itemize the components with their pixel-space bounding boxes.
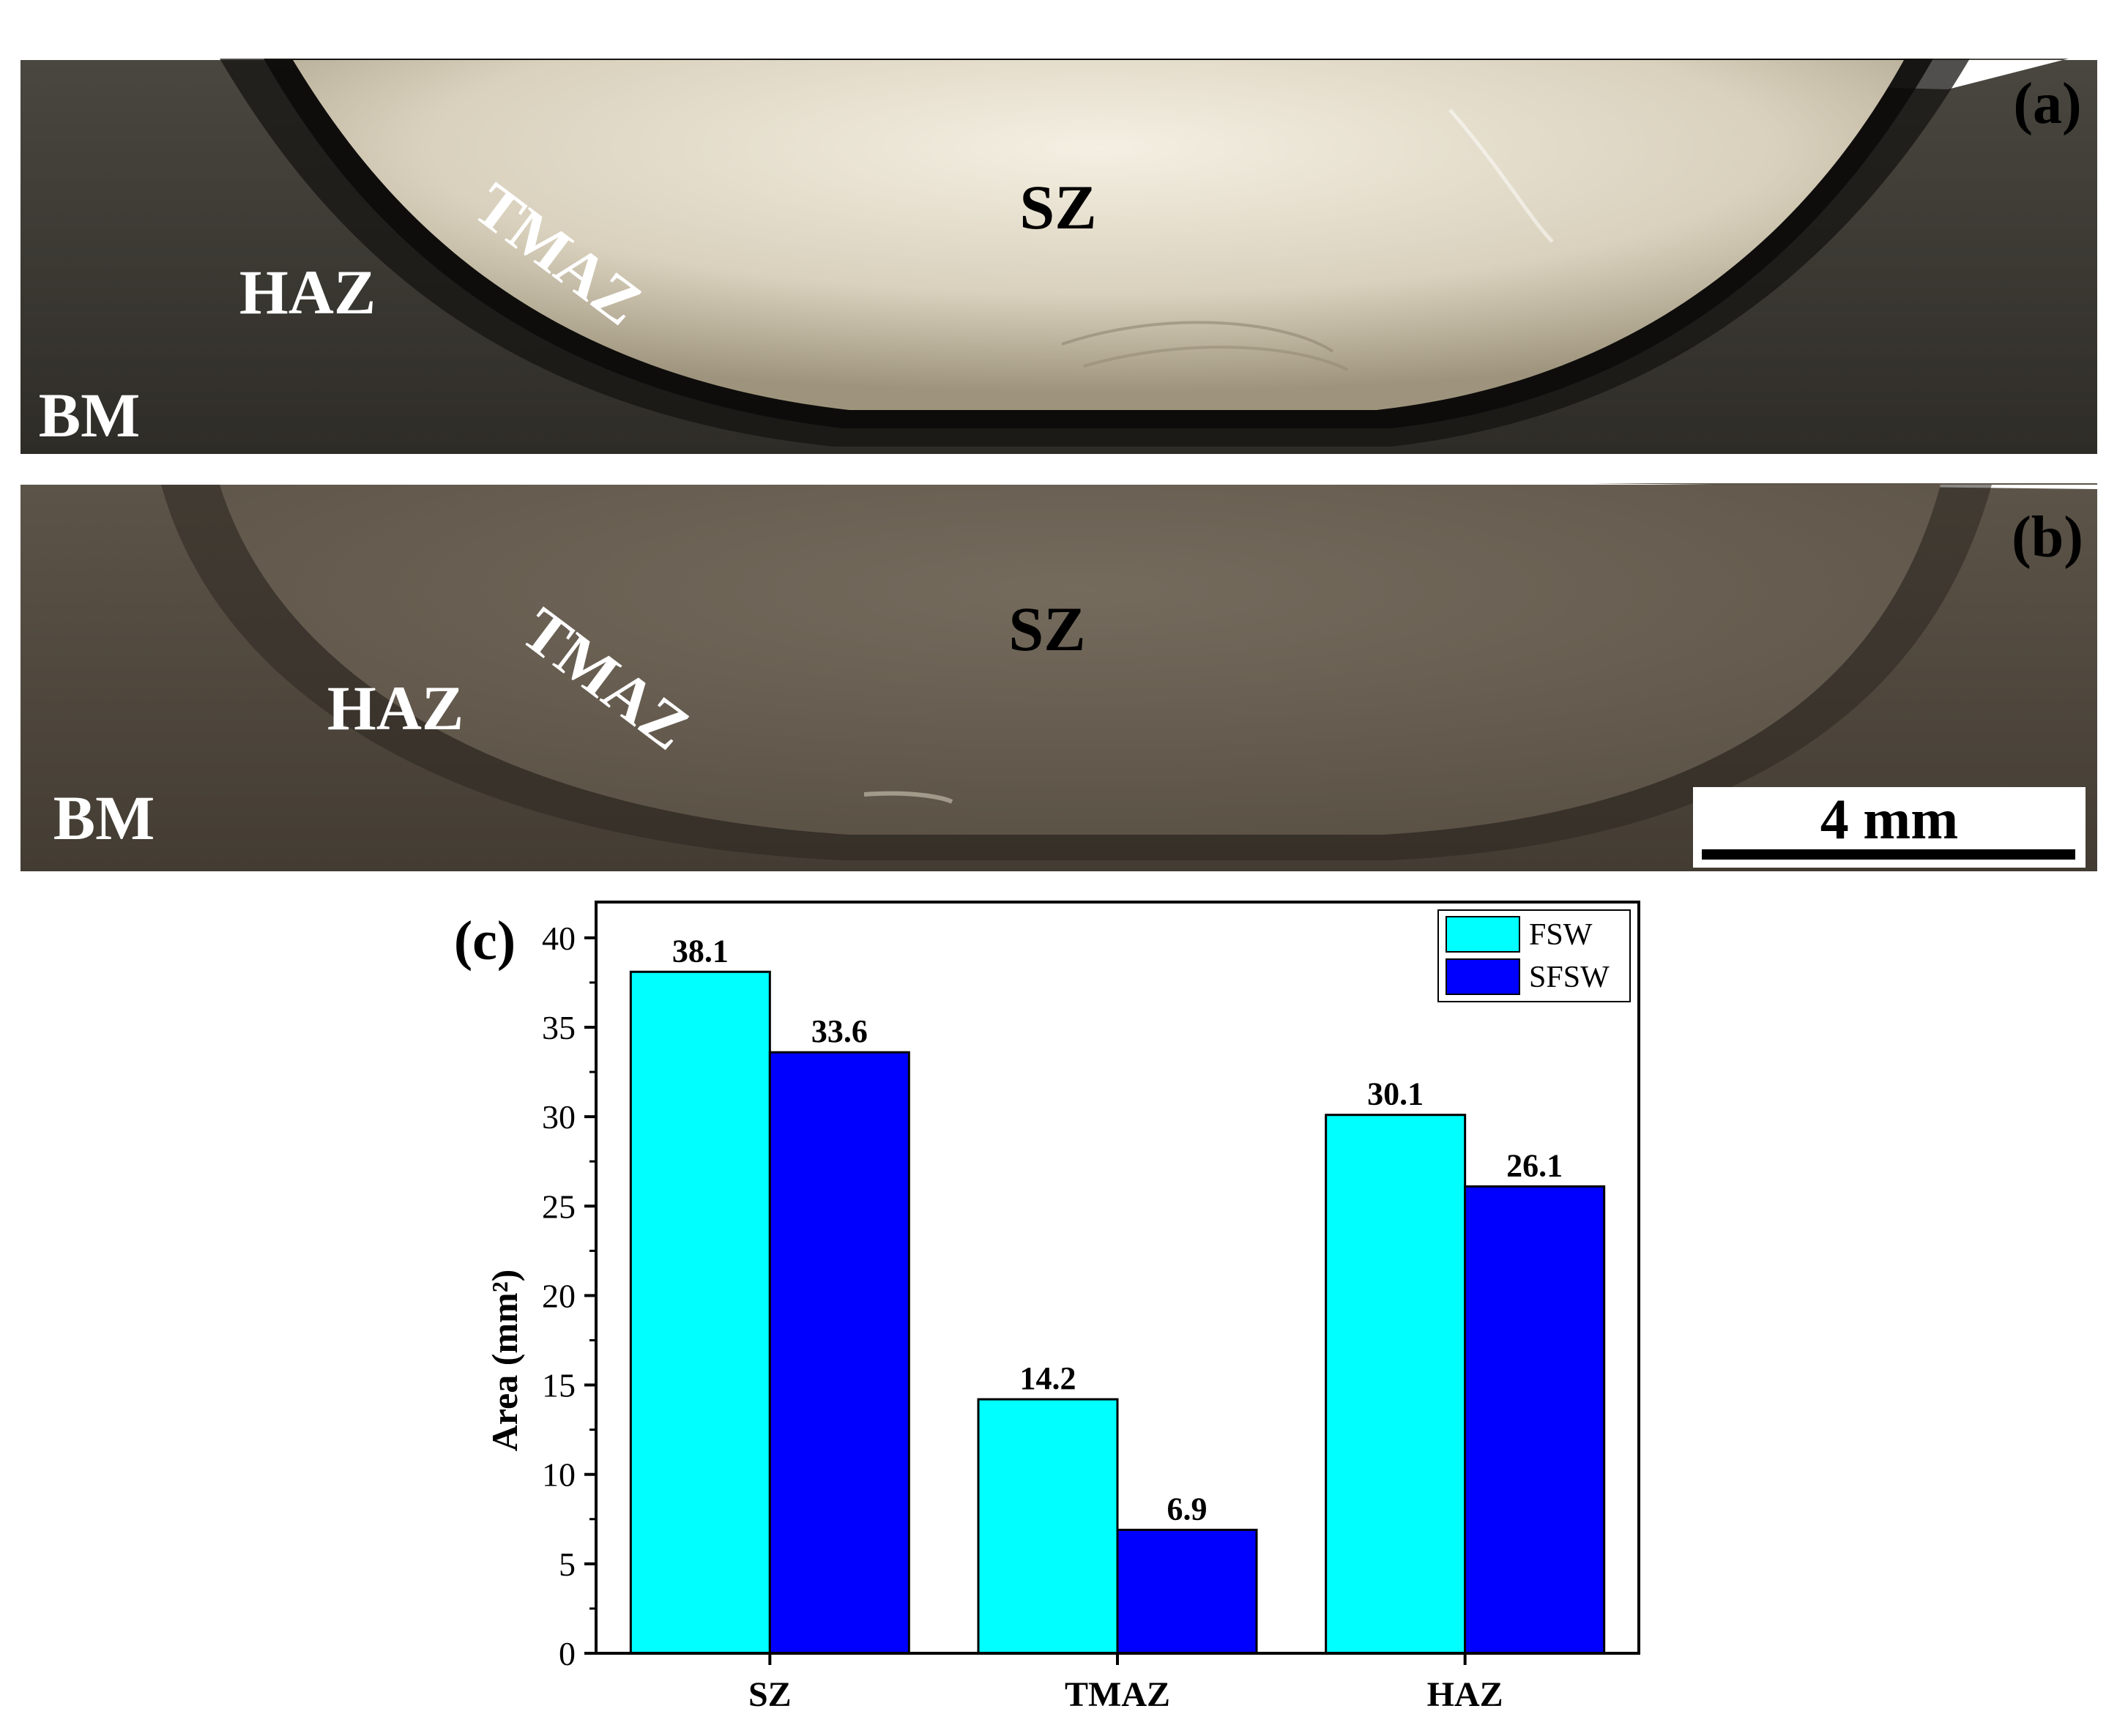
data-labels-layer: 38.1 33.6 14.2 6.9 30.1 26.1	[672, 933, 1563, 1527]
panel-b-label-sz: SZ	[1008, 594, 1085, 664]
legend-label-fsw: FSW	[1529, 918, 1593, 952]
bar-sfsw-haz	[1464, 1185, 1606, 1655]
y-tick-label: 30	[542, 1098, 576, 1136]
bars-layer	[629, 970, 1606, 1655]
legend-swatch-fsw	[1446, 916, 1520, 953]
data-label: 30.1	[1367, 1076, 1424, 1112]
y-tick-label: 15	[542, 1367, 576, 1404]
bar-sfsw-sz	[768, 1051, 910, 1655]
tick-layer: 0 5 10 15 20 25 30 35 40 SZ TMAZ HAZ	[542, 920, 1503, 1714]
plot-frame	[595, 901, 1640, 1655]
y-tick-label: 5	[559, 1546, 576, 1583]
panel-a-label-haz: HAZ	[239, 257, 376, 327]
data-label: 38.1	[672, 933, 729, 969]
bar-chart: (c) Area (mm²) 0 5 10 15 20 25 30 35 40 SZ TMAZ HAZ…	[454, 901, 1640, 1714]
y-axis-label: Area (mm²)	[484, 1270, 525, 1452]
legend: FSW SFSW	[1437, 909, 1631, 1002]
y-tick-label: 10	[542, 1456, 576, 1494]
data-label: 6.9	[1167, 1491, 1208, 1527]
bar-sfsw-tmaz	[1116, 1528, 1258, 1655]
x-tick-label: SZ	[748, 1675, 792, 1714]
panel-b-label-haz: HAZ	[327, 673, 464, 743]
data-label: 14.2	[1020, 1360, 1076, 1396]
micrograph-panel-b	[21, 469, 2097, 871]
panel-a-label-bm: BM	[39, 380, 141, 450]
legend-swatch-sfsw	[1446, 958, 1520, 995]
y-tick-label: 20	[542, 1277, 576, 1314]
bar-fsw-sz	[629, 970, 771, 1655]
panel-c-tag: (c)	[454, 910, 516, 972]
micrograph-panel-a	[21, 41, 2097, 454]
scale-bar	[1702, 849, 2075, 860]
bar-fsw-tmaz	[977, 1398, 1119, 1655]
x-tick-label: HAZ	[1427, 1675, 1503, 1714]
scale-bar-label: 4 mm	[1820, 787, 1958, 851]
y-tick-label: 40	[542, 920, 576, 957]
data-label: 33.6	[811, 1013, 868, 1049]
panel-a-label-sz: SZ	[1019, 172, 1096, 242]
y-tick-label: 0	[559, 1635, 576, 1672]
data-label: 26.1	[1506, 1147, 1563, 1183]
panel-a-tag: (a)	[2013, 72, 2081, 136]
panel-b-tag: (b)	[2012, 505, 2083, 570]
y-tick-label: 25	[542, 1188, 576, 1225]
x-tick-label: TMAZ	[1065, 1675, 1170, 1714]
legend-label-sfsw: SFSW	[1529, 961, 1610, 994]
bar-fsw-haz	[1325, 1114, 1467, 1655]
panel-b-label-bm: BM	[53, 783, 155, 853]
y-tick-label: 35	[542, 1009, 576, 1046]
